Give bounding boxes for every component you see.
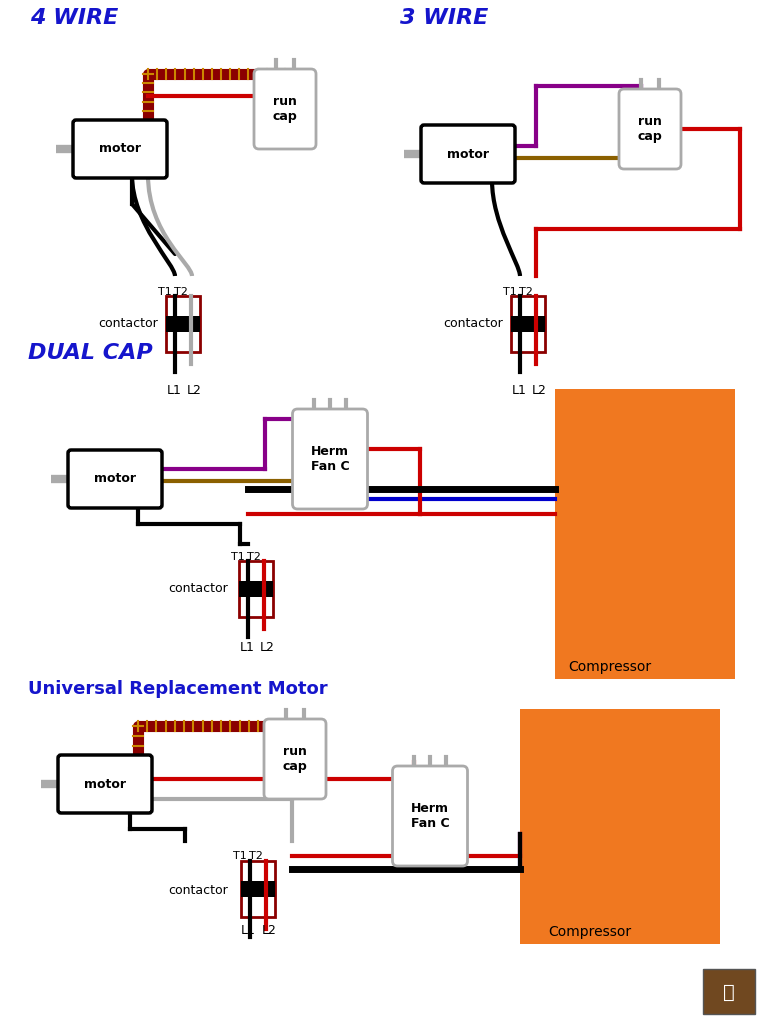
Bar (239, 581, 273, 597)
Text: DUAL CAP: DUAL CAP (28, 343, 152, 362)
Text: T1: T1 (231, 552, 245, 562)
FancyBboxPatch shape (58, 755, 152, 813)
FancyBboxPatch shape (393, 766, 468, 866)
Bar (511, 296, 545, 352)
Bar (241, 861, 275, 918)
Bar (520, 709, 720, 944)
Bar (555, 389, 735, 679)
Text: contactor: contactor (169, 884, 228, 897)
Bar (239, 561, 273, 617)
Text: L2: L2 (186, 384, 202, 397)
Text: T2: T2 (247, 552, 261, 562)
Bar (166, 316, 200, 332)
Text: Herm
Fan C: Herm Fan C (410, 802, 449, 830)
Text: 3 WIRE: 3 WIRE (400, 8, 489, 28)
Text: L1: L1 (166, 384, 182, 397)
Text: L1: L1 (240, 641, 254, 654)
Bar (511, 316, 545, 332)
FancyBboxPatch shape (421, 125, 515, 183)
FancyBboxPatch shape (619, 89, 681, 169)
Text: L2: L2 (260, 641, 274, 654)
FancyBboxPatch shape (73, 120, 167, 178)
FancyBboxPatch shape (292, 409, 367, 509)
Text: run
cap: run cap (273, 95, 298, 123)
Text: contactor: contactor (169, 582, 228, 595)
Text: T2: T2 (174, 287, 188, 297)
Bar (166, 296, 200, 352)
Text: motor: motor (84, 777, 126, 791)
Text: L2: L2 (261, 924, 277, 937)
Text: contactor: contactor (443, 317, 503, 330)
FancyBboxPatch shape (264, 719, 326, 799)
FancyBboxPatch shape (68, 450, 162, 508)
Text: 👤: 👤 (723, 982, 735, 1001)
Text: motor: motor (99, 142, 141, 156)
Text: Compressor: Compressor (548, 925, 632, 939)
Text: L1: L1 (240, 924, 255, 937)
Text: contactor: contactor (98, 317, 158, 330)
Text: Universal Replacement Motor: Universal Replacement Motor (28, 680, 328, 698)
Text: motor: motor (94, 472, 136, 485)
Text: T2: T2 (519, 287, 533, 297)
Text: Herm
Fan C: Herm Fan C (311, 445, 349, 473)
Text: motor: motor (447, 147, 489, 161)
Text: T2: T2 (249, 851, 263, 861)
Bar (241, 881, 275, 897)
Text: run
cap: run cap (283, 745, 308, 773)
Text: L2: L2 (532, 384, 547, 397)
Text: T1: T1 (158, 287, 172, 297)
FancyBboxPatch shape (254, 69, 316, 150)
Text: Compressor: Compressor (568, 660, 652, 674)
Text: L1: L1 (512, 384, 526, 397)
Text: 4 WIRE: 4 WIRE (30, 8, 118, 28)
Text: run
cap: run cap (638, 115, 662, 143)
Text: T1: T1 (233, 851, 247, 861)
Text: T1: T1 (503, 287, 517, 297)
Bar (703, 969, 755, 1014)
